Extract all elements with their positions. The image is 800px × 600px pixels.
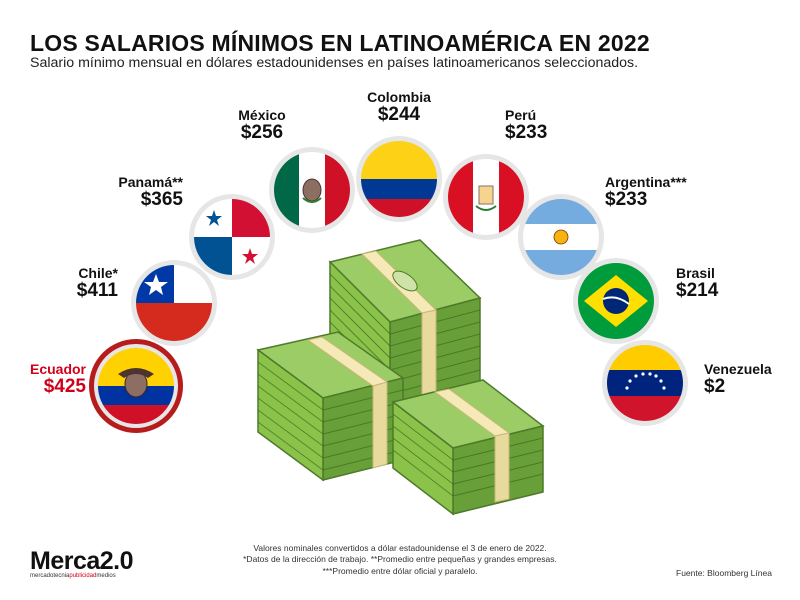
country-name: México — [238, 107, 286, 123]
country-value: $256 — [240, 121, 284, 143]
label-venezuela: Venezuela $2 — [704, 362, 794, 397]
mexico-flag — [269, 147, 355, 233]
footnote-line: Valores nominales convertidos a dólar es… — [253, 543, 547, 553]
country-value: $365 — [140, 188, 183, 210]
footnote-line: *Datos de la dirección de trabajo. **Pro… — [243, 554, 557, 565]
logo-main-b: 2.0 — [99, 547, 134, 575]
panama-flag — [189, 194, 275, 280]
label-mexico: México $256 — [222, 108, 302, 143]
chart-title: LOS SALARIOS MÍNIMOS EN LATINOAMÉRICA EN… — [30, 30, 650, 56]
country-value: $233 — [605, 188, 648, 210]
source-note: Fuente: Bloomberg Línea — [676, 568, 772, 578]
country-name: Panamá** — [118, 174, 183, 190]
country-name: Colombia — [367, 89, 431, 105]
country-value: $411 — [76, 279, 118, 301]
logo-tag-a: mercadotecnia — [30, 573, 70, 579]
country-name: Brasil — [676, 265, 715, 281]
country-name: Ecuador — [29, 361, 86, 377]
footnotes: Valores nominales convertidos a dólar es… — [230, 543, 570, 577]
logo-tag-c: medios — [96, 573, 116, 579]
country-name: Venezuela — [704, 361, 772, 377]
brasil-flag — [573, 258, 659, 344]
label-argentina: Argentina*** $233 — [605, 175, 715, 210]
money-stacks-illustration — [256, 239, 545, 516]
footnote-line: ***Promedio entre dólar oficial y parale… — [322, 565, 478, 576]
logo-tag-b: publicidad — [69, 573, 97, 579]
country-name: Perú — [505, 107, 537, 123]
colombia-flag — [356, 136, 442, 222]
country-name: Chile* — [78, 265, 118, 281]
country-value: $244 — [377, 103, 421, 125]
merca-logo: Merca2.0 mercadotecniapublicidadmedios — [30, 547, 134, 579]
country-value: $214 — [676, 279, 719, 301]
chile-flag — [131, 260, 217, 346]
country-value: $2 — [704, 375, 726, 397]
label-peru: Perú $233 — [505, 108, 585, 143]
chart-subtitle: Salario mínimo mensual en dólares estado… — [30, 55, 639, 71]
label-brasil: Brasil $214 — [676, 266, 756, 301]
logo-main-a: Merca — [30, 547, 100, 575]
label-chile: Chile* $411 — [40, 266, 118, 301]
label-panama: Panamá** $365 — [95, 175, 183, 210]
label-ecuador: Ecuador $425 — [10, 362, 86, 397]
country-name: Argentina*** — [605, 174, 687, 190]
country-value: $233 — [505, 121, 548, 143]
country-value: $425 — [43, 375, 86, 397]
ecuador-flag — [89, 339, 183, 433]
peru-flag — [443, 154, 529, 240]
label-colombia: Colombia $244 — [354, 90, 444, 125]
venezuela-flag — [602, 340, 688, 426]
